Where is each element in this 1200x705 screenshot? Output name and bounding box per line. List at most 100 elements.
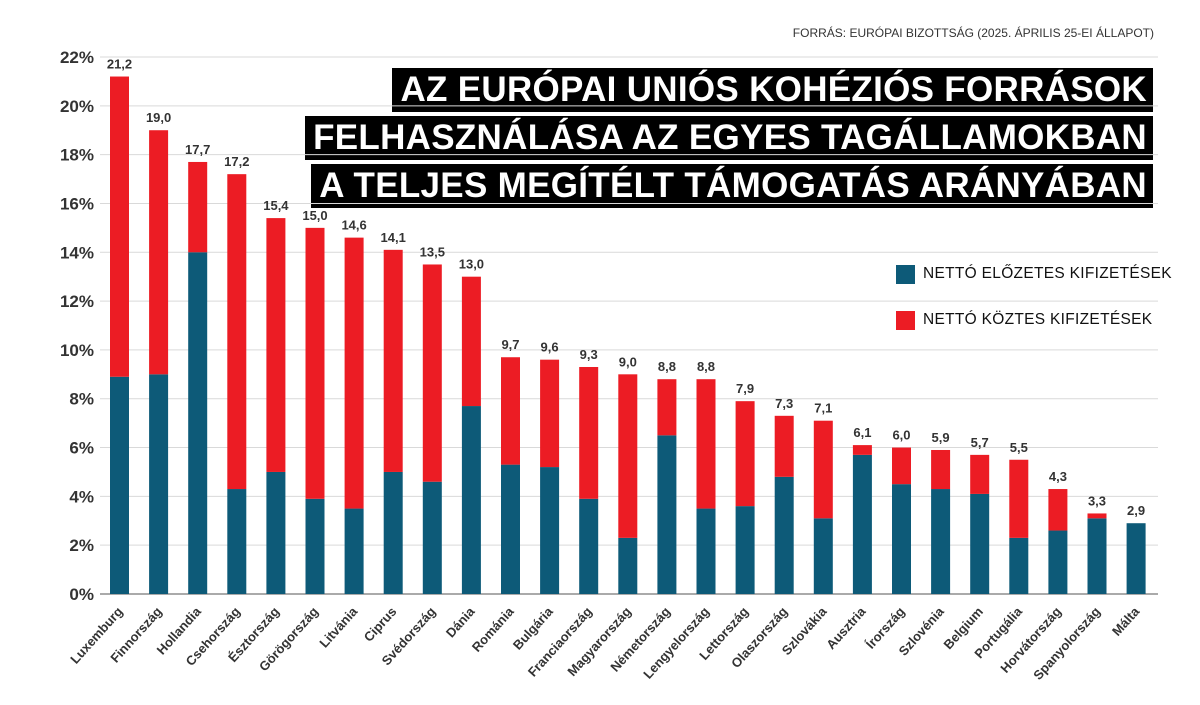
bar-segment-interim [1048, 489, 1068, 531]
bar-value-label: 5,5 [1010, 440, 1028, 455]
y-tick-label: 18% [60, 146, 94, 165]
x-tick-label: Románia [469, 603, 517, 654]
x-tick-label: Litvánia [316, 603, 361, 650]
bar-segment-advance [422, 481, 442, 594]
bar-value-label: 13,5 [420, 244, 445, 259]
bar-segment-advance [735, 506, 755, 594]
legend-item-interim: NETTÓ KÖZTES KIFIZETÉSEK [896, 308, 1172, 332]
y-tick-label: 8% [69, 390, 94, 409]
y-tick-label: 6% [69, 439, 94, 458]
bar-segment-advance [344, 508, 364, 594]
bar-value-label: 15,4 [263, 198, 289, 213]
y-tick-label: 16% [60, 194, 94, 213]
bar-segment-interim [892, 447, 911, 485]
legend-swatch-blue [896, 264, 915, 284]
y-tick-label: 10% [60, 341, 94, 360]
y-tick-label: 4% [69, 487, 94, 506]
bar-value-label: 8,8 [658, 359, 676, 374]
x-tick-label: Ciprus [361, 604, 400, 645]
y-tick-label: 14% [60, 243, 94, 262]
bar-segment-advance [110, 376, 129, 594]
bar-segment-advance [931, 489, 951, 594]
bar-segment-advance [383, 471, 403, 594]
bar-segment-advance [970, 493, 990, 594]
bar-segment-advance [461, 406, 481, 594]
bar-value-label: 9,3 [580, 347, 598, 362]
bar-value-label: 15,0 [302, 208, 327, 223]
bar-segment-advance [579, 498, 599, 594]
bar-value-label: 5,7 [971, 435, 989, 450]
legend-swatch-red [896, 310, 915, 330]
y-tick-label: 20% [60, 97, 94, 116]
bar-value-label: 7,9 [736, 381, 754, 396]
bar-segment-advance [227, 489, 247, 594]
x-tick-label: Málta [1109, 603, 1143, 638]
bar-segment-advance [813, 518, 833, 594]
bar-segment-interim [227, 174, 247, 490]
bar-segment-interim [579, 366, 599, 499]
bar-segment-advance [1009, 537, 1029, 594]
bar-value-label: 13,0 [459, 257, 484, 272]
y-tick-label: 22% [60, 48, 94, 67]
bar-segment-advance [657, 435, 677, 594]
bar-segment-advance [188, 252, 208, 595]
bar-segment-advance [305, 498, 325, 594]
bar-segment-interim [1009, 459, 1029, 538]
bar-segment-interim [188, 161, 208, 253]
bar-segment-advance [1048, 530, 1068, 594]
bar-value-label: 21,2 [107, 57, 132, 72]
x-tick-label: Dánia [443, 603, 478, 640]
bar-segment-advance [501, 464, 520, 594]
bar-value-label: 4,3 [1049, 469, 1067, 484]
bar-value-label: 14,6 [341, 218, 366, 233]
legend-label-interim: NETTÓ KÖZTES KIFIZETÉSEK [923, 311, 1153, 328]
bar-value-label: 8,8 [697, 359, 715, 374]
legend-label-advance: NETTÓ ELŐZETES KIFIZETÉSEK [923, 265, 1172, 282]
bar-segment-interim [422, 264, 442, 482]
legend: NETTÓ ELŐZETES KIFIZETÉSEK NETTÓ KÖZTES … [896, 262, 1172, 354]
bar-segment-interim [1087, 513, 1107, 519]
bar-value-label: 17,7 [185, 142, 210, 157]
bar-value-label: 6,1 [853, 425, 871, 440]
y-tick-label: 2% [69, 536, 94, 555]
bar-value-label: 9,7 [501, 337, 519, 352]
bar-segment-interim [149, 130, 169, 375]
title-line-1: AZ EURÓPAI UNIÓS KOHÉZIÓS FORRÁSOK [392, 68, 1153, 112]
bar-value-label: 6,0 [892, 428, 910, 443]
bar-segment-interim [383, 249, 403, 472]
bar-segment-interim [774, 415, 794, 477]
bar-segment-advance [266, 471, 286, 594]
bar-value-label: 17,2 [224, 154, 249, 169]
bar-segment-interim [344, 237, 364, 509]
bar-segment-interim [266, 218, 286, 472]
bar-segment-interim [970, 454, 990, 494]
bar-segment-advance [1087, 518, 1107, 594]
bar-segment-interim [735, 401, 755, 507]
bar-segment-advance [774, 476, 794, 594]
bar-segment-interim [110, 76, 129, 377]
bar-segment-interim [657, 379, 677, 436]
bar-value-label: 2,9 [1127, 503, 1145, 518]
bar-segment-advance [1126, 523, 1146, 594]
chart-title: AZ EURÓPAI UNIÓS KOHÉZIÓS FORRÁSOK FELHA… [305, 68, 1153, 212]
bar-value-label: 14,1 [381, 230, 406, 245]
bar-value-label: 5,9 [932, 430, 950, 445]
bar-segment-interim [540, 359, 560, 468]
bar-segment-interim [618, 374, 638, 538]
bar-segment-advance [892, 484, 911, 594]
bar-segment-advance [149, 374, 169, 594]
bar-segment-interim [696, 379, 716, 509]
bar-segment-interim [852, 445, 872, 455]
bar-value-label: 9,6 [541, 340, 559, 355]
title-line-3: A TELJES MEGÍTÉLT TÁMOGATÁS ARÁNYÁBAN [311, 164, 1153, 208]
legend-item-advance: NETTÓ ELŐZETES KIFIZETÉSEK [896, 262, 1172, 286]
bar-segment-interim [813, 420, 833, 519]
bar-segment-advance [540, 467, 560, 594]
y-tick-label: 0% [69, 585, 94, 604]
bar-segment-advance [618, 537, 638, 594]
bar-value-label: 19,0 [146, 110, 171, 125]
bar-segment-advance [696, 508, 716, 594]
bar-segment-advance [852, 454, 872, 594]
bar-value-label: 7,1 [814, 401, 832, 416]
